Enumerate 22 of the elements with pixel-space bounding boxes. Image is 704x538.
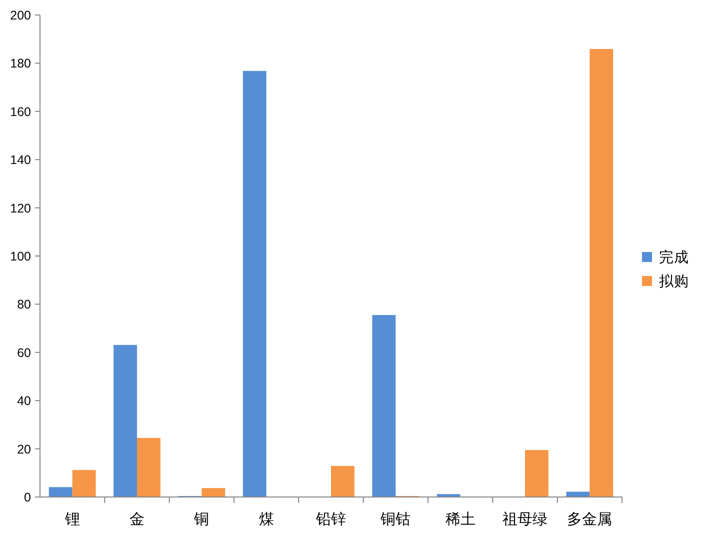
x-tick-label: 锂 (64, 511, 80, 528)
y-tick-label: 80 (17, 298, 32, 312)
x-tick-label: 铅锌 (315, 511, 346, 528)
y-tick-label: 120 (10, 201, 32, 216)
x-tick-label: 多金属 (567, 511, 612, 528)
x-tick-label: 铜 (193, 511, 210, 528)
y-tick-label: 160 (10, 104, 32, 119)
x-tick-label: 稀土 (445, 511, 476, 528)
legend-label: 拟购 (659, 273, 689, 290)
legend-label: 完成 (659, 249, 689, 266)
y-tick-label: 20 (17, 442, 32, 456)
x-tick-label: 煤 (258, 511, 274, 528)
y-tick-label: 60 (17, 346, 32, 360)
x-tick-label: 祖母绿 (502, 511, 548, 528)
y-tick-label: 140 (10, 153, 32, 168)
y-tick-label: 100 (10, 250, 32, 264)
y-tick-label: 180 (10, 56, 32, 71)
y-tick-label: 40 (17, 394, 32, 408)
y-tick-label: 200 (10, 8, 32, 22)
x-tick-label: 金 (130, 511, 144, 528)
x-tick-label: 铜钴 (380, 511, 411, 528)
y-tick-label: 0 (24, 490, 32, 504)
